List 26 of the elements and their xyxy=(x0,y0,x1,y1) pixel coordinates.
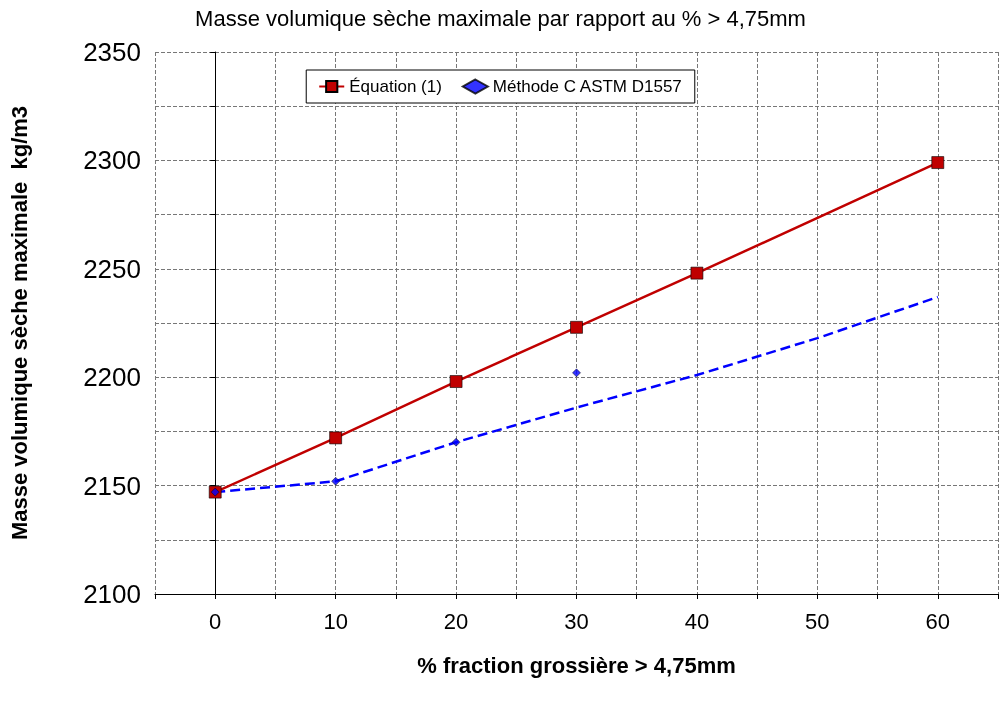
y-tick-label: 2350 xyxy=(83,37,141,67)
y-tick-label: 2300 xyxy=(83,145,141,176)
y-tick-label: 2200 xyxy=(83,362,141,393)
legend-label: Méthode C ASTM D1557 xyxy=(492,77,682,96)
x-tick-label: 0 xyxy=(209,608,222,634)
point xyxy=(570,321,583,334)
y-axis-title: Masse volumique sèche maximale kg/m3 xyxy=(6,105,32,541)
point xyxy=(451,437,461,447)
y-tick-label: 2150 xyxy=(83,470,141,501)
point xyxy=(331,476,340,486)
point xyxy=(690,266,704,280)
x-tick-label: 40 xyxy=(684,608,710,634)
x-tick-label: 50 xyxy=(805,608,830,634)
x-tick-label: 60 xyxy=(925,608,951,634)
x-tick-label: 30 xyxy=(564,608,589,634)
point xyxy=(329,431,342,445)
chart-title: Masse volumique sèche maximale par rapport au % > 4,75mm xyxy=(195,5,806,31)
x-tick-label: 10 xyxy=(323,608,348,634)
point xyxy=(931,156,945,169)
y-tick-label: 2250 xyxy=(83,253,141,284)
x-tick-label: 20 xyxy=(443,608,469,634)
point xyxy=(449,375,463,388)
x-axis-title: % fraction grossière > 4,75mm xyxy=(417,652,736,678)
point xyxy=(572,368,581,378)
legend-label: Équation (1) xyxy=(349,77,442,96)
y-tick-label: 2100 xyxy=(83,579,141,609)
